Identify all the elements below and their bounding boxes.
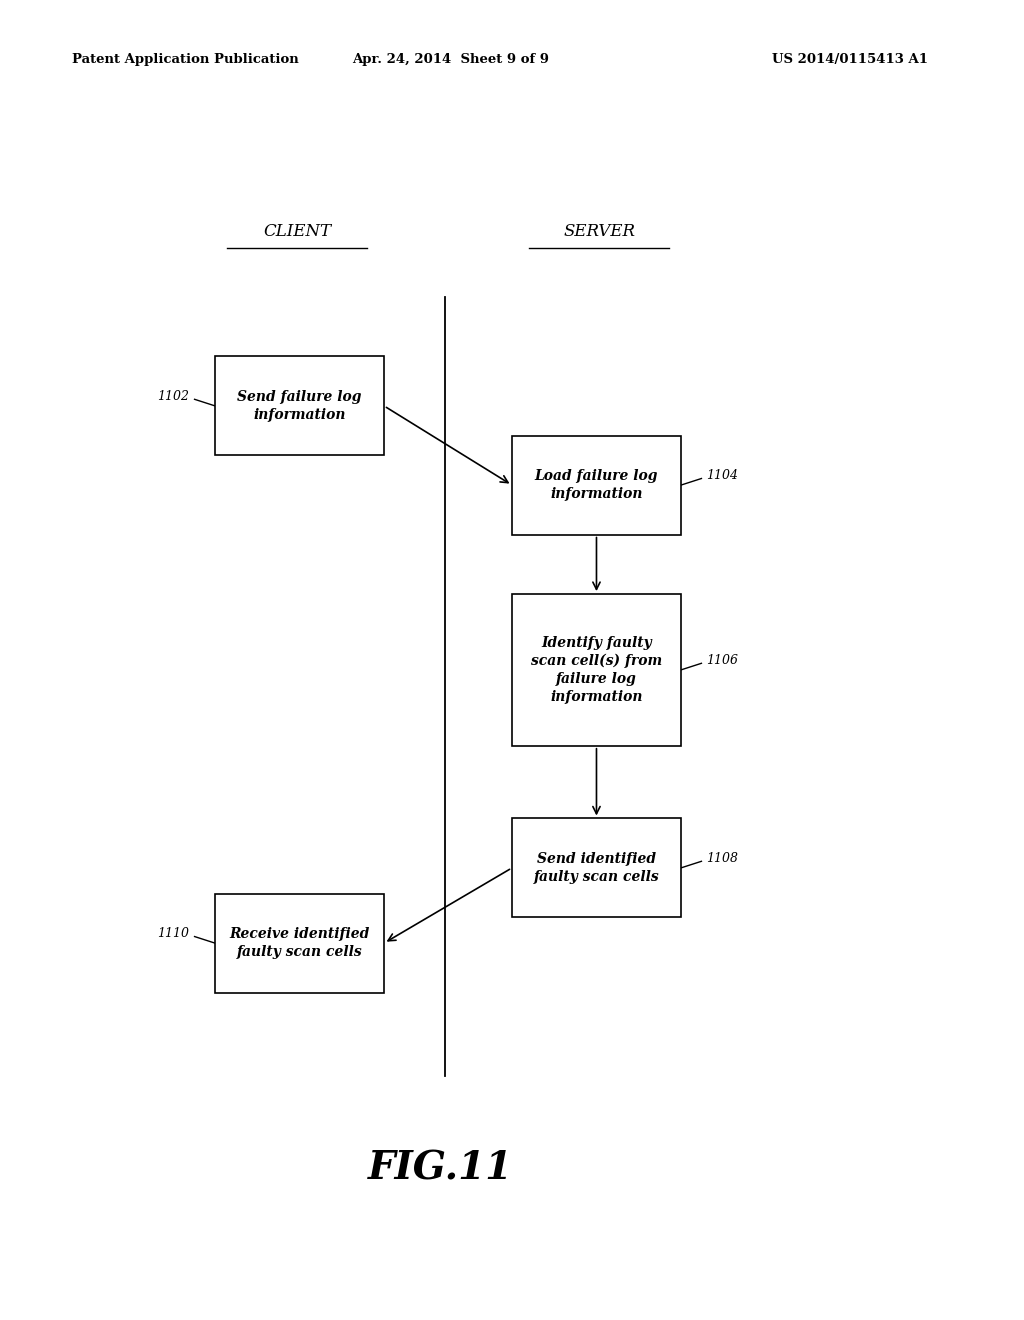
Text: Patent Application Publication: Patent Application Publication bbox=[72, 53, 298, 66]
Text: 1108: 1108 bbox=[707, 853, 738, 865]
Text: SERVER: SERVER bbox=[563, 223, 635, 239]
Text: Load failure log
information: Load failure log information bbox=[535, 469, 658, 502]
Text: US 2014/0115413 A1: US 2014/0115413 A1 bbox=[772, 53, 928, 66]
FancyBboxPatch shape bbox=[512, 594, 681, 746]
FancyBboxPatch shape bbox=[215, 356, 384, 455]
Text: CLIENT: CLIENT bbox=[263, 223, 331, 239]
Text: 1106: 1106 bbox=[707, 655, 738, 667]
FancyBboxPatch shape bbox=[215, 894, 384, 993]
Text: Send identified
faulty scan cells: Send identified faulty scan cells bbox=[534, 851, 659, 884]
Text: 1104: 1104 bbox=[707, 470, 738, 482]
Text: Apr. 24, 2014  Sheet 9 of 9: Apr. 24, 2014 Sheet 9 of 9 bbox=[352, 53, 549, 66]
Text: FIG.11: FIG.11 bbox=[368, 1150, 513, 1187]
Text: Send failure log
information: Send failure log information bbox=[238, 389, 361, 422]
Text: 1102: 1102 bbox=[158, 391, 189, 403]
Text: Receive identified
faulty scan cells: Receive identified faulty scan cells bbox=[229, 927, 370, 960]
Text: Identify faulty
scan cell(s) from
failure log
information: Identify faulty scan cell(s) from failur… bbox=[530, 636, 663, 704]
FancyBboxPatch shape bbox=[512, 436, 681, 535]
Text: 1110: 1110 bbox=[158, 928, 189, 940]
FancyBboxPatch shape bbox=[512, 818, 681, 917]
